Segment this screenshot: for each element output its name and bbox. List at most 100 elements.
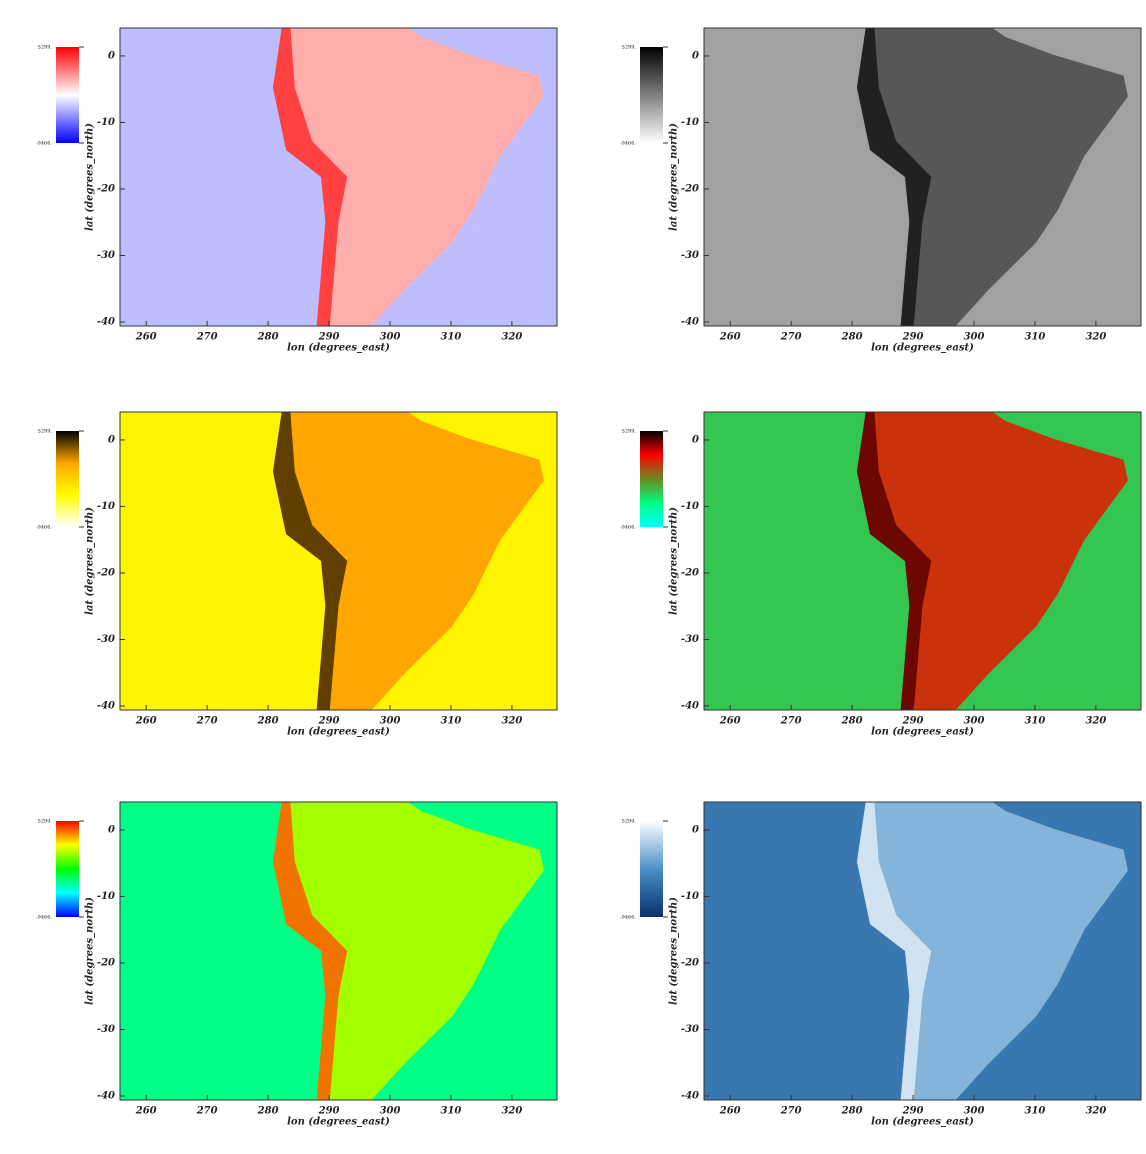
x-tick-label: 280 bbox=[257, 332, 279, 343]
colorbar-label: -9466. bbox=[620, 141, 636, 147]
x-tick-label: 290 bbox=[902, 1106, 924, 1117]
x-tick-label: 280 bbox=[257, 716, 279, 727]
colorbar-label: 5299. bbox=[38, 429, 53, 435]
colorbar bbox=[56, 431, 79, 527]
y-axis-label: lat (degrees_north) bbox=[85, 897, 96, 1005]
colorbar-label: -9466. bbox=[620, 915, 636, 921]
x-tick-label: 290 bbox=[902, 716, 924, 727]
x-tick-label: 310 bbox=[1025, 716, 1046, 727]
colorbar-label: 5299. bbox=[622, 819, 637, 825]
x-tick-label: 290 bbox=[902, 332, 924, 343]
x-tick-label: 320 bbox=[1085, 716, 1106, 727]
y-tick-label: -20 bbox=[97, 957, 115, 968]
colorbar bbox=[640, 821, 663, 917]
y-tick-label: -10 bbox=[681, 501, 699, 512]
colorbar bbox=[640, 431, 663, 527]
x-tick-label: 270 bbox=[196, 716, 218, 727]
x-axis-label: lon (degrees_east) bbox=[871, 727, 974, 738]
colorbar-label: 5299. bbox=[38, 45, 53, 51]
plot-frame bbox=[703, 411, 1142, 711]
y-tick-label: 0 bbox=[692, 434, 699, 445]
colorbar-label: 5299. bbox=[38, 819, 53, 825]
x-tick-label: 270 bbox=[780, 716, 802, 727]
y-axis-label: lat (degrees_north) bbox=[669, 507, 680, 615]
y-tick-label: -20 bbox=[97, 183, 115, 194]
y-axis-label: lat (degrees_north) bbox=[669, 123, 680, 231]
x-tick-label: 300 bbox=[380, 1106, 401, 1117]
x-tick-label: 320 bbox=[501, 716, 522, 727]
x-tick-label: 300 bbox=[964, 716, 985, 727]
y-axis-label: lat (degrees_north) bbox=[669, 897, 680, 1005]
x-tick-label: 260 bbox=[719, 1106, 741, 1117]
colorbar-label: -9466. bbox=[36, 915, 52, 921]
x-axis-label: lon (degrees_east) bbox=[287, 727, 390, 738]
plot-frame bbox=[119, 27, 558, 327]
y-tick-label: -40 bbox=[681, 317, 699, 328]
y-tick-label: -10 bbox=[97, 501, 115, 512]
plot-frame bbox=[119, 411, 558, 711]
x-tick-label: 320 bbox=[1085, 1106, 1106, 1117]
plot-frame bbox=[703, 801, 1142, 1101]
x-axis-label: lon (degrees_east) bbox=[871, 1117, 974, 1128]
x-tick-label: 280 bbox=[841, 1106, 863, 1117]
y-tick-label: -40 bbox=[681, 701, 699, 712]
y-tick-label: -40 bbox=[681, 1091, 699, 1102]
x-tick-label: 300 bbox=[380, 332, 401, 343]
plot-frame bbox=[703, 27, 1142, 327]
x-tick-label: 310 bbox=[441, 332, 462, 343]
x-tick-label: 310 bbox=[1025, 1106, 1046, 1117]
x-tick-label: 260 bbox=[719, 716, 741, 727]
x-tick-label: 270 bbox=[780, 1106, 802, 1117]
y-tick-label: -10 bbox=[97, 891, 115, 902]
y-tick-label: -30 bbox=[97, 634, 115, 645]
y-tick-label: -30 bbox=[681, 634, 699, 645]
y-tick-label: -20 bbox=[681, 957, 699, 968]
x-tick-label: 270 bbox=[196, 332, 218, 343]
y-tick-label: -40 bbox=[97, 317, 115, 328]
x-tick-label: 300 bbox=[380, 716, 401, 727]
map-panel: 260 270 280 290 300 310 320 0 -10 -20 -30 -40 lon (d… bbox=[36, 801, 558, 1128]
x-tick-label: 270 bbox=[196, 1106, 218, 1117]
x-axis-label: lon (degrees_east) bbox=[287, 343, 390, 354]
x-tick-label: 280 bbox=[841, 716, 863, 727]
y-tick-label: -20 bbox=[97, 567, 115, 578]
map-panel: 260 270 280 290 300 310 320 0 -10 -20 -30 -40 lon (d… bbox=[620, 411, 1142, 738]
y-tick-label: -10 bbox=[97, 117, 115, 128]
map-image bbox=[704, 802, 1141, 1100]
y-tick-label: 0 bbox=[108, 50, 115, 61]
y-tick-label: 0 bbox=[108, 824, 115, 835]
plot-frame bbox=[119, 801, 558, 1101]
x-axis-label: lon (degrees_east) bbox=[871, 343, 974, 354]
x-tick-label: 310 bbox=[441, 716, 462, 727]
y-tick-label: -30 bbox=[97, 1024, 115, 1035]
map-panel: 260 270 280 290 300 310 320 0 -10 -20 -30 -40 lon (d… bbox=[36, 27, 558, 354]
map-panel: 260 270 280 290 300 310 320 0 -10 -20 -30 -40 lon (d… bbox=[620, 27, 1142, 354]
x-tick-label: 290 bbox=[318, 716, 340, 727]
x-tick-label: 320 bbox=[501, 332, 522, 343]
x-tick-label: 290 bbox=[318, 332, 340, 343]
y-tick-label: -10 bbox=[681, 117, 699, 128]
y-tick-label: -20 bbox=[681, 567, 699, 578]
x-tick-label: 310 bbox=[1025, 332, 1046, 343]
map-image bbox=[120, 412, 557, 710]
y-tick-label: -40 bbox=[97, 1091, 115, 1102]
x-tick-label: 300 bbox=[964, 332, 985, 343]
colorbar bbox=[56, 47, 79, 143]
map-image bbox=[704, 28, 1141, 326]
x-tick-label: 310 bbox=[441, 1106, 462, 1117]
y-tick-label: -30 bbox=[97, 250, 115, 261]
map-image bbox=[120, 28, 557, 326]
x-tick-label: 300 bbox=[964, 1106, 985, 1117]
x-tick-label: 280 bbox=[841, 332, 863, 343]
y-tick-label: -30 bbox=[681, 1024, 699, 1035]
x-tick-label: 320 bbox=[501, 1106, 522, 1117]
x-tick-label: 270 bbox=[780, 332, 802, 343]
y-tick-label: -10 bbox=[681, 891, 699, 902]
y-axis-label: lat (degrees_north) bbox=[85, 507, 96, 615]
colorbar-label: 5299. bbox=[622, 45, 637, 51]
map-panel: 260 270 280 290 300 310 320 0 -10 -20 -30 -40 lon (d… bbox=[36, 411, 558, 738]
colorbar-label: 5299. bbox=[622, 429, 637, 435]
y-axis-label: lat (degrees_north) bbox=[85, 123, 96, 231]
y-tick-label: -20 bbox=[681, 183, 699, 194]
y-tick-label: -40 bbox=[97, 701, 115, 712]
